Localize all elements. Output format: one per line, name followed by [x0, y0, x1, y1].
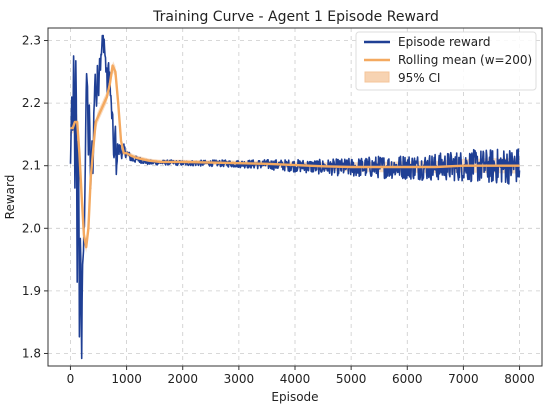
y-axis-label: Reward [3, 175, 17, 220]
x-tick-label: 8000 [504, 372, 535, 386]
y-tick-label: 1.8 [22, 346, 41, 360]
x-axis: 0 1000 2000 3000 4000 5000 6000 7000 8000 [67, 366, 535, 386]
legend-label-episode-reward: Episode reward [398, 35, 491, 49]
plot-clip-group [69, 34, 521, 360]
series-line-rolling-mean [70, 64, 520, 249]
legend-label-ci: 95% CI [398, 71, 440, 85]
y-tick-label: 2.1 [22, 159, 41, 173]
legend-box [355, 31, 537, 91]
y-tick-label: 2.2 [22, 96, 41, 110]
y-tick-label: 2.3 [22, 34, 41, 48]
x-tick-label: 1000 [111, 372, 142, 386]
x-tick-label: 0 [67, 372, 75, 386]
x-axis-label: Episode [271, 390, 318, 404]
x-tick-label: 4000 [280, 372, 311, 386]
x-tick-label: 2000 [167, 372, 198, 386]
legend: Episode reward Rolling mean (w=200) 95% … [355, 31, 537, 91]
chart-title: Training Curve - Agent 1 Episode Reward [152, 9, 439, 25]
x-tick-label: 7000 [448, 372, 479, 386]
legend-swatch-ci [364, 71, 390, 83]
x-tick-label: 3000 [224, 372, 255, 386]
legend-label-rolling-mean: Rolling mean (w=200) [398, 53, 532, 67]
x-tick-label: 5000 [336, 372, 367, 386]
y-tick-label: 1.9 [22, 284, 41, 298]
x-tick-label: 6000 [392, 372, 423, 386]
y-tick-label: 2.0 [22, 221, 41, 235]
y-axis: 1.8 1.9 2.0 2.1 2.2 2.3 [22, 34, 48, 360]
